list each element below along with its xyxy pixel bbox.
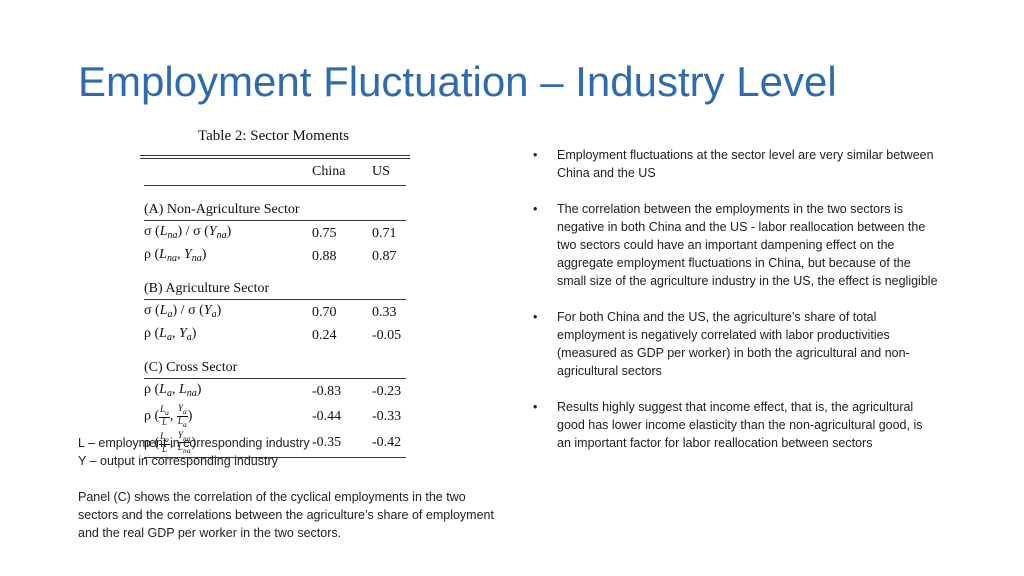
panel-label: (B) Agriculture Sector	[144, 281, 270, 296]
cell-us: -0.42	[372, 435, 402, 451]
moments-table: China US (A) Non-Agriculture Sector σ (L…	[140, 159, 410, 459]
panel-b-rule	[144, 299, 406, 300]
cell-us: 0.33	[372, 305, 397, 320]
sector-moments-table: Table 2: Sector Moments China US (A) Non…	[140, 128, 410, 459]
cell-china: 0.88	[312, 249, 337, 264]
list-item: • For both China and the US, the agricul…	[533, 308, 938, 380]
bullet-text: Employment fluctuations at the sector le…	[557, 148, 934, 180]
cell-china: 0.70	[312, 305, 337, 320]
cell-us: -0.05	[372, 328, 402, 343]
cell-us: 0.87	[372, 249, 397, 264]
row-label: σ (Lna) / σ (Yna)	[144, 224, 232, 241]
table-top-rule	[140, 155, 410, 159]
bullet-icon: •	[533, 202, 538, 216]
table-caption: Table 2: Sector Moments	[198, 128, 350, 144]
cell-china: 0.75	[312, 226, 337, 241]
panel-label: (C) Cross Sector	[144, 360, 238, 375]
column-header-us: US	[372, 164, 390, 179]
note-panel-c: Panel (C) shows the correlation of the c…	[78, 490, 494, 540]
list-item: • The correlation between the employment…	[533, 200, 938, 290]
row-label: ρ (La L, Yna Lna)	[144, 429, 197, 456]
table-header-row: China US	[140, 159, 410, 184]
list-item: • Results highly suggest that income eff…	[533, 398, 938, 452]
cell-us: 0.71	[372, 226, 397, 241]
panel-a-header: (A) Non-Agriculture Sector	[140, 187, 410, 219]
table-row: ρ (La, Ya) 0.24 -0.05	[140, 324, 410, 347]
cell-china: -0.83	[312, 384, 342, 399]
row-label: σ (La) / σ (Ya)	[144, 303, 222, 320]
bullet-icon: •	[533, 310, 538, 324]
panel-b-header: (B) Agriculture Sector	[140, 268, 410, 298]
row-label: ρ (La, Lna)	[144, 382, 202, 399]
table-row: σ (La) / σ (Ya) 0.70 0.33	[140, 301, 410, 324]
column-header-china: China	[312, 164, 346, 179]
bullet-list: • Employment fluctuations at the sector …	[533, 146, 938, 470]
bullet-text: For both China and the US, the agricultu…	[557, 310, 910, 378]
notes-spacer	[78, 470, 498, 488]
table-row: σ (Lna) / σ (Yna) 0.75 0.71	[140, 222, 410, 245]
table-row: ρ (La L, Yna Lna) -0.35 -0.42	[140, 430, 410, 457]
cell-us: -0.23	[372, 384, 402, 399]
note-employment: L – employment in corresponding industry	[78, 436, 310, 450]
panel-c-rule	[144, 378, 406, 379]
table-row: ρ (La L, Ya La) -0.44 -0.33	[140, 403, 410, 430]
panel-c-header: (C) Cross Sector	[140, 347, 410, 377]
panel-label: (A) Non-Agriculture Sector	[144, 202, 300, 217]
table-notes: L – employment in corresponding industry…	[78, 434, 498, 542]
bullet-icon: •	[533, 400, 538, 414]
row-label: ρ (La L, Ya La)	[144, 403, 193, 429]
panel-a-rule	[144, 220, 406, 221]
row-label: ρ (La, Ya)	[144, 326, 197, 343]
bullet-icon: •	[533, 148, 538, 162]
list-item: • Employment fluctuations at the sector …	[533, 146, 938, 182]
bullet-text: Results highly suggest that income effec…	[557, 400, 923, 450]
cell-us: -0.33	[372, 408, 402, 424]
cell-china: 0.24	[312, 328, 337, 343]
page-title: Employment Fluctuation – Industry Level	[78, 58, 837, 105]
table-row: ρ (Lna, Yna) 0.88 0.87	[140, 245, 410, 268]
row-label: ρ (Lna, Yna)	[144, 247, 207, 264]
header-rule	[144, 185, 406, 186]
table-row: ρ (La, Lna) -0.83 -0.23	[140, 380, 410, 403]
bullet-text: The correlation between the employments …	[557, 202, 938, 288]
cell-china: -0.35	[312, 435, 342, 451]
cell-china: -0.44	[312, 408, 342, 424]
table-bottom-rule	[144, 457, 406, 459]
note-output: Y – output in corresponding industry	[78, 454, 278, 468]
header-blank	[140, 159, 308, 184]
